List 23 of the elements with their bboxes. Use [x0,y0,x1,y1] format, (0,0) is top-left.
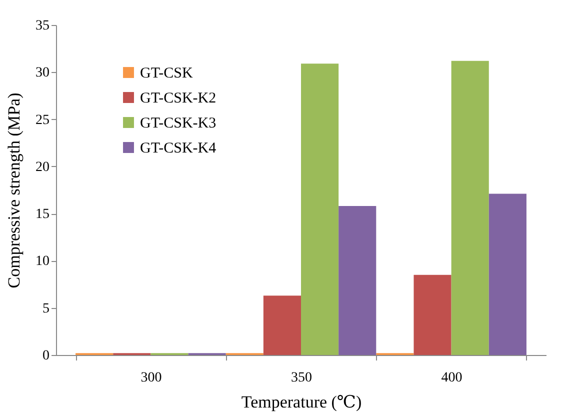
y-tick-label: 5 [42,301,50,316]
x-tick-label: 300 [140,370,162,386]
legend-label: GT-CSK-K4 [140,140,217,156]
y-tick-label: 35 [36,18,50,34]
x-tick-label: 400 [441,370,462,386]
x-tick-label: 350 [291,370,312,386]
y-tick-label: 20 [36,160,50,175]
bar [301,64,339,355]
y-tick-label: 30 [36,66,50,81]
y-tick-label: 15 [36,207,50,222]
y-tick-label: 0 [42,348,50,364]
bar [338,206,376,355]
bar [451,60,489,355]
x-axis-title: Temperature (℃) [241,392,362,412]
bar [488,194,526,355]
bar [414,274,452,355]
y-tick-label: 25 [36,112,50,128]
y-axis-title: Compressive strength (MPa) [4,92,24,288]
legend-label: GT-CSK-K3 [140,116,216,132]
legend-label: GT-CSK [140,66,193,82]
legend-label: GT-CSK-K2 [140,90,216,106]
bar [263,296,301,355]
y-tick-label: 10 [36,254,50,270]
